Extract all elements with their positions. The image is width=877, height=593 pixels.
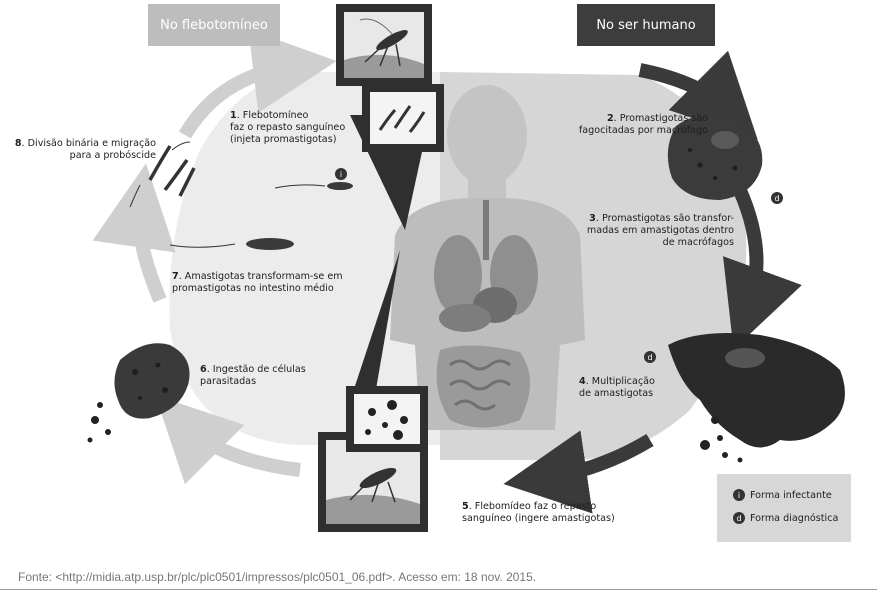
amastigote-inset-frame [346,386,428,452]
source-caption: Fonte: <http://midia.atp.usp.br/plc/plc0… [18,570,537,584]
step-8-label: 8. Divisão binária e migração para a pro… [14,138,156,161]
step-4-label: 4. Multiplicação de amastigotas [579,376,655,399]
infective-form-badge: i [733,489,745,501]
macrophage-cell-icon [667,115,763,200]
step-5-label: 5. Flebomídeo faz o repasto sanguíneo (i… [462,501,615,524]
parasitized-cell-icon [114,343,190,419]
step-3-label: 3. Promastigotas são transfor- madas em … [586,213,734,248]
legend-item-infective: i Forma infectante [733,489,832,501]
promastigote-icon [169,238,294,250]
diagram-artwork [87,4,845,532]
ruptured-macrophage-icon [668,332,845,448]
human-body-illustration [390,85,585,430]
infective-form-badge: i [335,168,347,180]
step-2-label: 2. Promastigotas são fagocitadas por mac… [578,113,708,136]
arrow-right-bottom [503,430,654,514]
header-in-sandfly-label: No flebotomíneo [160,17,268,33]
legend-item-diagnostic: d Forma diagnóstica [733,512,838,524]
arrow-right-side [723,176,802,350]
mosquito-frame-top [336,4,432,86]
mosquito-icon [359,18,408,67]
divider-line [0,589,877,590]
mosquito-icon [349,467,397,503]
legend: i Forma infectante d Forma diagnóstica [717,474,851,542]
header-in-sandfly: No flebotomíneo [148,4,280,46]
arrow-left-top [178,29,337,139]
diagnostic-form-badge: d [733,512,745,524]
header-in-human: No ser humano [577,4,715,46]
header-in-human-label: No ser humano [596,17,696,33]
legend-diagnostic-label: Forma diagnóstica [750,512,839,524]
step-1-label: 1. Flebotomíneo faz o repasto sanguíneo … [230,110,346,145]
diagnostic-form-badge: d [644,351,656,363]
arrow-right-top [638,50,758,140]
legend-infective-label: Forma infectante [750,489,832,501]
promastigote-inset-frame [362,84,444,152]
bite-wedge-bottom [352,250,400,395]
promastigote-icon [274,182,353,190]
step-6-label: 6. Ingestão de células parasitadas [200,364,306,387]
dividing-promastigotes-icon [129,141,196,208]
arrow-left-side [92,163,176,303]
arrow-left-bottom [155,395,301,485]
diagnostic-form-badge: d [771,192,783,204]
step-7-label: 7. Amastigotas transformam-se em promast… [172,271,343,294]
